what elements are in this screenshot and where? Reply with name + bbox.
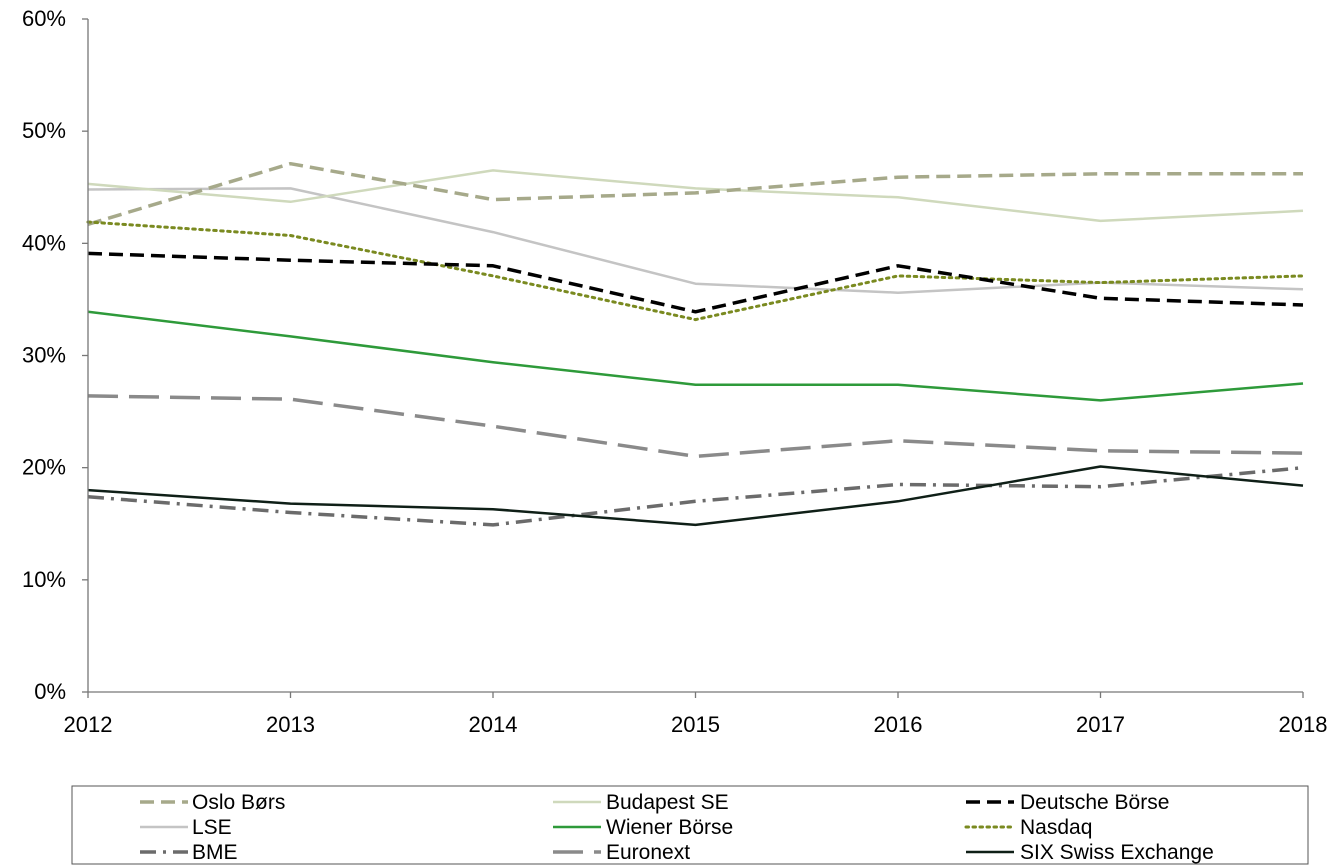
series-line-wiener-b-rse [87, 310, 1304, 402]
series-line-six-swiss-exchange [87, 465, 1304, 527]
legend-label: LSE [192, 816, 232, 839]
legend-label: BME [192, 841, 238, 864]
legend-label: Budapest SE [606, 791, 729, 814]
x-tick-label: 2015 [671, 712, 720, 737]
x-tick-label: 2018 [1279, 712, 1328, 737]
x-tick-labels: 2012 2013 2014 2015 2016 2017 2018 [64, 712, 1328, 737]
series-line-nasdaq [86, 220, 1305, 322]
legend-label: Wiener Börse [606, 816, 733, 839]
legend-label: Deutsche Börse [1020, 791, 1169, 814]
series-line-lse [87, 187, 1304, 294]
series-line-oslo-b-rs [87, 161, 1303, 226]
y-tick-labels: 0% 10% 20% 30% 40% 50% 60% [22, 6, 66, 704]
legend-label: Nasdaq [1020, 816, 1092, 839]
x-tick-label: 2012 [64, 712, 113, 737]
plot-area [86, 161, 1305, 527]
legend-label: Oslo Børs [192, 791, 285, 814]
x-tick-label: 2013 [266, 712, 315, 737]
x-tick-label: 2014 [469, 712, 518, 737]
y-tick-label: 20% [22, 455, 66, 480]
y-tick-label: 40% [22, 230, 66, 255]
y-tick-label: 0% [34, 679, 66, 704]
x-tick-label: 2016 [874, 712, 923, 737]
legend-box [71, 785, 1309, 865]
x-tick-label: 2017 [1076, 712, 1125, 737]
series-line-euronext [87, 394, 1304, 459]
series-line-deutsche-b-rse [87, 251, 1304, 314]
y-tick-label: 60% [22, 6, 66, 31]
series-line-bme [87, 465, 1304, 527]
legend-label: Euronext [606, 841, 690, 864]
y-tick-label: 50% [22, 118, 66, 143]
legend-label: SIX Swiss Exchange [1020, 841, 1214, 864]
y-tick-label: 10% [22, 567, 66, 592]
y-tick-label: 30% [22, 343, 66, 368]
axes [82, 18, 1304, 698]
legend: Oslo Børs Budapest SE Deutsche Börse LSE Wie… [71, 785, 1309, 865]
series-line-budapest-se [87, 169, 1304, 223]
